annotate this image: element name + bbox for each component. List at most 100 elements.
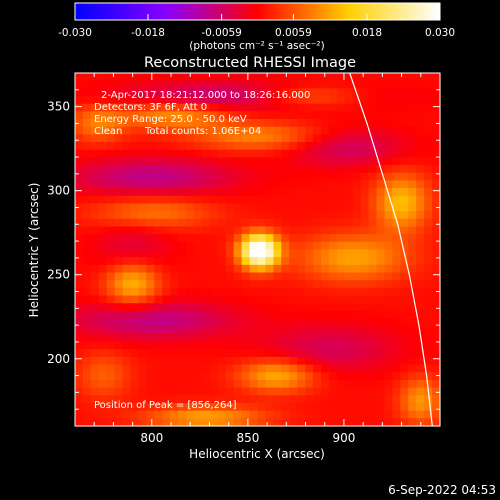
heatmap-pixel [408, 165, 417, 174]
heatmap-pixel [75, 280, 84, 289]
detectors-label: Detectors: 3F 6F, Att 0 [94, 102, 207, 113]
heatmap-pixel [138, 364, 148, 373]
heatmap-pixel [313, 395, 322, 404]
heatmap-pixel [289, 295, 298, 304]
heatmap-pixel [98, 111, 108, 120]
heatmap-pixel [106, 333, 116, 343]
heatmap-pixel [432, 410, 441, 419]
heatmap-pixel [289, 211, 298, 220]
heatmap-pixel [336, 387, 346, 396]
heatmap-pixel [146, 280, 155, 289]
heatmap-pixel [368, 264, 378, 274]
heatmap-pixel [408, 333, 417, 343]
heatmap-pixel [408, 387, 417, 396]
heatmap-pixel [313, 310, 322, 320]
heatmap-pixel [178, 134, 187, 143]
heatmap-pixel [154, 149, 163, 159]
heatmap-pixel [194, 341, 203, 350]
heatmap-pixel [313, 218, 322, 228]
heatmap-pixel [162, 180, 171, 189]
heatmap-pixel [392, 157, 401, 166]
heatmap-pixel [424, 333, 433, 343]
heatmap-pixel [194, 195, 203, 205]
heatmap-pixel [273, 295, 282, 304]
heatmap-pixel [114, 333, 124, 343]
heatmap-pixel [146, 333, 155, 343]
heatmap-pixel [114, 111, 124, 120]
heatmap-pixel [368, 372, 378, 381]
heatmap-pixel [122, 195, 132, 205]
heatmap-pixel [416, 326, 425, 335]
heatmap-pixel [320, 287, 330, 297]
heatmap-pixel [170, 349, 179, 358]
heatmap-pixel [297, 249, 306, 258]
heatmap-pixel [265, 287, 274, 297]
heatmap-pixel [194, 165, 203, 174]
heatmap-pixel [281, 195, 290, 205]
heatmap-pixel [408, 318, 417, 327]
heatmap-pixel [376, 379, 386, 389]
heatmap-pixel [114, 249, 124, 258]
heatmap-pixel [281, 402, 290, 412]
heatmap-pixel [154, 272, 163, 281]
heatmap-pixel [241, 226, 251, 235]
heatmap-pixel [408, 295, 417, 304]
heatmap-pixel [201, 264, 211, 274]
heatmap-pixel [328, 402, 338, 412]
heatmap-pixel [360, 241, 370, 251]
heatmap-pixel [344, 295, 354, 304]
heatmap-pixel [400, 234, 409, 243]
heatmap-pixel [305, 379, 314, 389]
heatmap-pixel [209, 303, 219, 312]
heatmap-pixel [225, 134, 235, 143]
heatmap-pixel [186, 379, 195, 389]
heatmap-pixel [305, 341, 314, 350]
heatmap-pixel [400, 387, 409, 396]
heatmap-pixel [106, 126, 116, 135]
heatmap-pixel [376, 280, 386, 289]
heatmap-pixel [392, 103, 401, 112]
heatmap-pixel [225, 172, 235, 182]
heatmap-pixel [98, 142, 108, 151]
heatmap-pixel [313, 326, 322, 335]
heatmap-pixel [336, 310, 346, 320]
heatmap-pixel [328, 257, 338, 266]
heatmap-pixel [297, 88, 306, 97]
heatmap-pixel [114, 318, 124, 327]
heatmap-pixel [368, 341, 378, 350]
heatmap-pixel [98, 356, 108, 366]
heatmap-pixel [154, 249, 163, 258]
heatmap-pixel [352, 249, 362, 258]
heatmap-pixel [400, 134, 409, 143]
heatmap-pixel [82, 180, 92, 189]
heatmap-pixel [122, 257, 132, 266]
heatmap-pixel [82, 356, 92, 366]
heatmap-pixel [225, 188, 235, 197]
heatmap-pixel [344, 280, 354, 289]
heatmap-pixel [106, 410, 116, 419]
heatmap-pixel [424, 395, 433, 404]
heatmap-pixel [178, 165, 187, 174]
heatmap-pixel [194, 226, 203, 235]
heatmap-pixel [265, 188, 274, 197]
heatmap-pixel [416, 88, 425, 97]
heatmap-pixel [344, 333, 354, 343]
heatmap-pixel [138, 96, 148, 105]
heatmap-pixel [297, 172, 306, 182]
heatmap-pixel [336, 379, 346, 389]
heatmap-pixel [432, 211, 441, 220]
heatmap-pixel [90, 103, 100, 112]
heatmap-pixel [98, 96, 108, 105]
heatmap-pixel [432, 134, 441, 143]
heatmap-pixel [241, 395, 251, 404]
heatmap-pixel [249, 303, 259, 312]
heatmap-pixel [352, 111, 362, 120]
heatmap-pixel [289, 80, 298, 89]
heatmap-pixel [320, 218, 330, 228]
heatmap-pixel [352, 356, 362, 366]
heatmap-pixel [82, 280, 92, 289]
heatmap-pixel [146, 195, 155, 205]
heatmap-pixel [384, 287, 393, 297]
heatmap-pixel [98, 249, 108, 258]
heatmap-pixel [186, 172, 195, 182]
